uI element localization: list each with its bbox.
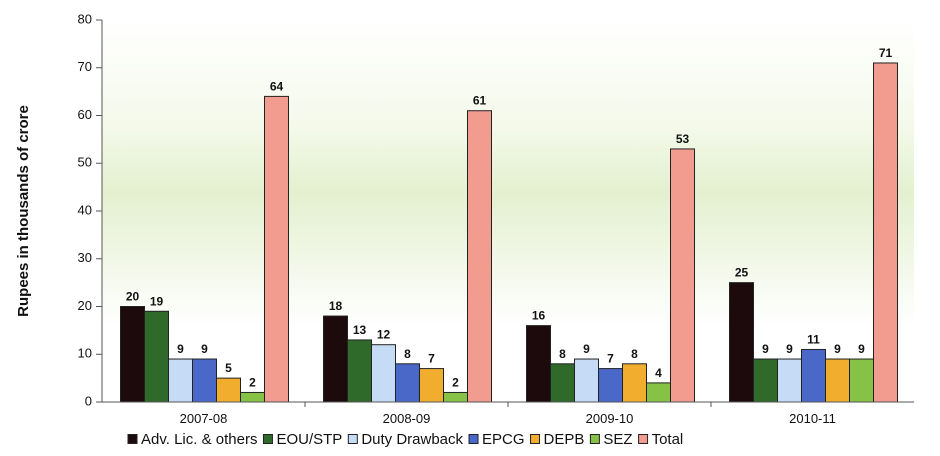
- x-tick-label: 2009-10: [586, 411, 634, 426]
- data-label: 18: [329, 299, 343, 313]
- plot-background: [102, 20, 914, 402]
- bar: [216, 377, 241, 403]
- legend-swatch: [468, 434, 479, 444]
- y-tick-label: 0: [85, 393, 92, 408]
- data-label: 9: [583, 342, 590, 356]
- y-tick-label: 60: [78, 107, 92, 122]
- bar: [395, 363, 420, 403]
- bar: [849, 358, 874, 403]
- data-label: 64: [270, 79, 284, 93]
- data-label: 71: [879, 46, 893, 60]
- data-label: 8: [559, 347, 566, 361]
- data-label: 11: [807, 332, 820, 346]
- data-label: 9: [177, 342, 184, 356]
- bar: [371, 344, 396, 403]
- data-label: 9: [762, 342, 769, 356]
- bar: [598, 368, 623, 403]
- bar: [670, 148, 695, 403]
- legend-label: Duty Drawback: [361, 431, 463, 448]
- legend-swatch: [127, 434, 138, 444]
- data-label: 8: [631, 347, 638, 361]
- legend-label: SEZ: [603, 431, 632, 448]
- y-tick-label: 40: [78, 202, 92, 217]
- x-tick-label: 2008-09: [383, 411, 431, 426]
- y-tick-label: 80: [78, 11, 92, 26]
- data-label: 9: [201, 342, 208, 356]
- legend-label: DEPB: [544, 431, 585, 448]
- bar: [729, 282, 754, 403]
- bar: [347, 339, 372, 403]
- bar: [622, 363, 647, 403]
- legend-swatch: [638, 434, 649, 444]
- legend-label: Adv. Lic. & others: [141, 431, 257, 448]
- bar: [264, 95, 289, 403]
- data-label: 5: [225, 361, 232, 375]
- data-label: 19: [150, 294, 164, 308]
- y-tick-label: 50: [78, 155, 92, 170]
- y-axis-title: Rupees in thousands of crore: [15, 105, 32, 317]
- data-label: 53: [676, 132, 690, 146]
- bar: [777, 358, 802, 403]
- data-label: 61: [473, 94, 487, 108]
- data-label: 9: [858, 342, 865, 356]
- bar: [144, 310, 169, 403]
- y-tick-label: 70: [78, 59, 92, 74]
- legend: Adv. Lic. & others EOU/STP Duty Drawback EP…: [127, 431, 684, 448]
- y-tick-label: 10: [78, 346, 92, 361]
- data-label: 16: [532, 309, 546, 323]
- bar: [825, 358, 850, 403]
- bar: [443, 391, 468, 403]
- x-tick-label: 2010-11: [789, 411, 836, 426]
- legend-swatch: [589, 434, 600, 444]
- legend-swatch: [530, 434, 541, 444]
- data-label: 13: [353, 323, 367, 337]
- data-label: 4: [655, 366, 662, 380]
- data-label: 9: [834, 342, 841, 356]
- bar: [419, 368, 444, 403]
- legend-label: EPCG: [482, 431, 525, 448]
- bar: [574, 358, 599, 403]
- data-label: 9: [786, 342, 793, 356]
- data-label: 20: [126, 290, 140, 304]
- bar: [192, 358, 217, 403]
- y-tick-label: 30: [78, 250, 92, 265]
- data-label: 2: [452, 375, 459, 389]
- bar: [801, 348, 826, 403]
- legend-label: EOU/STP: [276, 431, 342, 448]
- legend-swatch: [347, 434, 358, 444]
- data-label: 8: [404, 347, 411, 361]
- data-label: 7: [607, 352, 614, 366]
- data-label: 2: [249, 375, 256, 389]
- bar: [526, 325, 551, 403]
- bar: [873, 62, 898, 403]
- x-tick-label: 2007-08: [180, 411, 228, 426]
- bar: [120, 306, 145, 403]
- bar: [168, 358, 193, 403]
- legend-label: Total: [652, 431, 684, 448]
- bar: [323, 315, 348, 403]
- data-label: 7: [428, 352, 435, 366]
- bar: [646, 382, 671, 403]
- bar: [550, 363, 575, 403]
- bar: [467, 110, 492, 403]
- data-label: 25: [735, 266, 749, 280]
- y-tick-label: 20: [78, 298, 92, 313]
- bar: [753, 358, 778, 403]
- legend-swatch: [262, 434, 273, 444]
- data-label: 12: [377, 328, 391, 342]
- bar: [240, 391, 265, 403]
